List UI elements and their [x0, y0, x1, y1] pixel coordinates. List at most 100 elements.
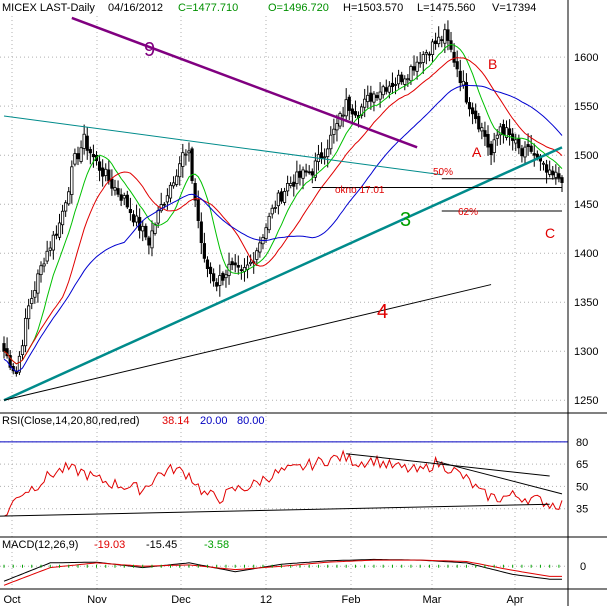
candle-body	[409, 66, 413, 82]
candle-body	[208, 266, 213, 275]
candle-body	[122, 195, 126, 199]
candle-body	[97, 161, 102, 171]
candle-body	[88, 149, 92, 154]
candle-body	[430, 41, 435, 55]
candle-body	[165, 195, 169, 203]
price-y-tick: 1550	[574, 101, 598, 113]
candle-body	[378, 91, 382, 100]
candle-body	[60, 210, 65, 226]
candle-body	[501, 124, 506, 136]
rsi-y-tick: 65	[576, 459, 588, 471]
rsi-y-tick: 50	[576, 481, 588, 493]
candle-body	[276, 192, 280, 207]
candle-body	[67, 191, 71, 205]
rsi-trendline-support	[0, 503, 550, 517]
point-c-label: C	[545, 225, 555, 241]
candle-body	[33, 290, 37, 298]
x-tick-label: Oct	[3, 594, 20, 606]
candle-body	[76, 153, 80, 160]
rsi-line	[3, 449, 563, 517]
candle-body	[39, 265, 43, 276]
rsi-low-level: 20.00	[200, 415, 228, 427]
candle-body	[344, 99, 348, 117]
candle-body	[286, 183, 290, 192]
candle-body	[190, 148, 194, 182]
header-high: H=1503.570	[343, 2, 403, 14]
candle-body	[233, 262, 237, 266]
candle-body	[141, 225, 145, 232]
candle-body	[526, 144, 530, 148]
macd-y-tick: 0	[580, 561, 586, 573]
candle-body	[427, 53, 432, 56]
candle-body	[128, 209, 132, 214]
candle-body	[301, 169, 305, 179]
candle-body	[434, 40, 438, 45]
candle-body	[8, 355, 12, 368]
candle-body	[168, 184, 173, 199]
macd-value-3: -3.58	[204, 539, 229, 551]
candle-body	[421, 54, 425, 63]
candle-body	[470, 107, 475, 115]
candle-body	[341, 114, 345, 117]
candle-body	[48, 247, 52, 251]
candle-body	[446, 29, 450, 41]
moving-average-blue	[3, 84, 563, 373]
x-tick-label: Dec	[171, 594, 191, 606]
candle-body	[461, 80, 465, 86]
candle-body	[307, 171, 311, 174]
candle-body	[532, 153, 536, 156]
candle-body	[125, 194, 129, 208]
candle-body	[335, 123, 339, 131]
gap-label: okno 17.01	[335, 185, 385, 196]
candle-body	[375, 95, 379, 99]
candle-body	[523, 146, 527, 158]
candle-body	[360, 106, 364, 116]
candle-body	[313, 160, 317, 178]
candle-body	[258, 242, 262, 253]
header-open: O=1496.720	[268, 2, 329, 14]
candle-body	[369, 92, 373, 102]
candle-body	[455, 61, 459, 70]
point-b-label: B	[488, 56, 497, 72]
header-date: 04/16/2012	[108, 2, 163, 14]
candle-body	[184, 153, 188, 156]
candle-body	[267, 215, 271, 231]
moving-average-green	[3, 43, 563, 365]
candle-body	[150, 230, 154, 249]
candle-body	[384, 87, 388, 92]
candle-body	[82, 133, 86, 149]
candle-body	[2, 343, 6, 352]
candle-body	[298, 170, 302, 178]
candle-body	[529, 145, 533, 152]
candle-body	[181, 152, 185, 167]
candle-body	[458, 70, 462, 83]
candle-body	[249, 261, 253, 265]
trendline-3	[3, 146, 563, 402]
candle-body	[20, 345, 25, 356]
candle-body	[218, 275, 222, 286]
macd-line	[3, 558, 562, 582]
header-close: C=1477.710	[178, 2, 238, 14]
candle-body	[17, 355, 22, 373]
candle-body	[116, 188, 120, 195]
price-y-tick: 1400	[574, 248, 598, 260]
price-y-tick: 1450	[574, 199, 598, 211]
point-a-label: A	[472, 144, 482, 160]
fib-50-label: 50%	[433, 167, 453, 178]
header-symbol: MICEX LAST-Daily	[2, 2, 95, 14]
candle-body	[54, 233, 59, 236]
trendline-3-label: 3	[400, 209, 411, 231]
candle-body	[70, 166, 74, 195]
candle-body	[366, 94, 370, 103]
rsi-y-tick: 80	[576, 437, 588, 449]
candle-body	[91, 154, 96, 158]
candle-body	[144, 225, 148, 238]
candle-body	[560, 177, 564, 183]
candle-body	[101, 167, 105, 177]
candle-body	[554, 171, 558, 178]
x-tick-label: Feb	[342, 594, 361, 606]
candle-body	[134, 215, 139, 223]
macd-label: MACD(12,26,9)	[2, 539, 78, 551]
candle-body	[452, 51, 456, 63]
